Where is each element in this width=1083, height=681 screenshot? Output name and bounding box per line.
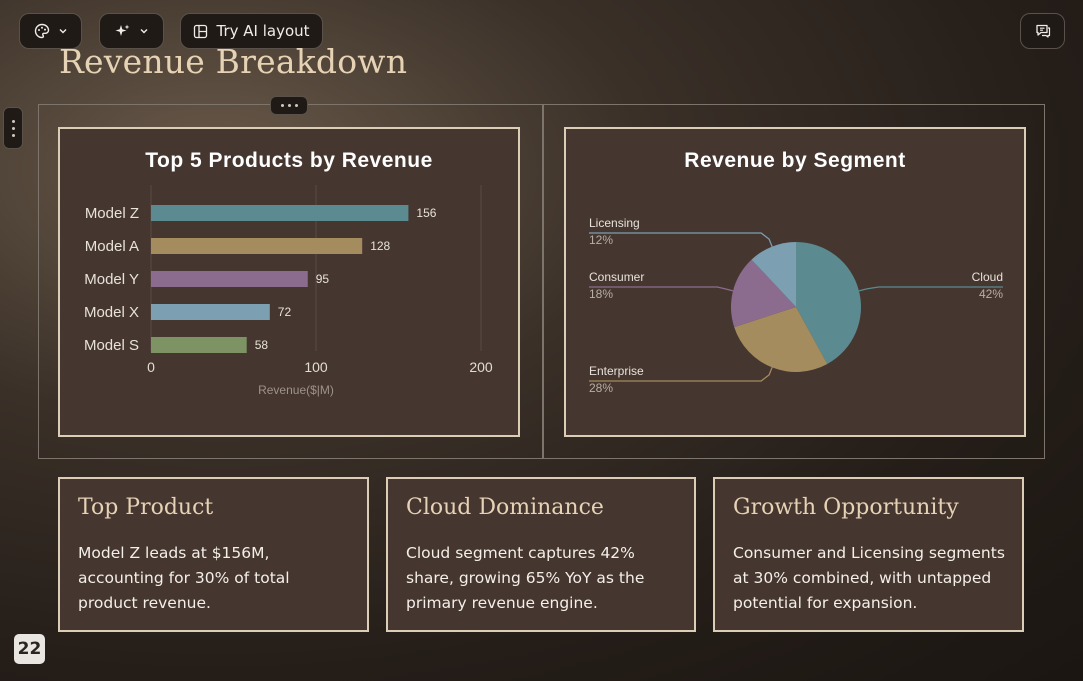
pie-chart-title: Revenue by Segment (684, 149, 906, 172)
slice-label: Enterprise (589, 364, 644, 378)
slide-title: Revenue Breakdown (59, 42, 408, 81)
slide-drag-handle[interactable] (3, 107, 23, 149)
value-label: 58 (255, 338, 269, 352)
page-number: 22 (14, 634, 45, 664)
value-label: 128 (370, 239, 390, 253)
x-tick-label: 200 (469, 359, 493, 375)
insight-title: Cloud Dominance (406, 495, 604, 520)
sparkles-icon (115, 24, 130, 36)
ai-menu-button[interactable] (99, 13, 164, 49)
insight-title: Growth Opportunity (733, 495, 959, 520)
slice-label: Licensing (589, 216, 640, 230)
bar-chart-card: Top 5 Products by Revenue 0 100 200 Revenue… (58, 127, 520, 437)
x-axis-label: Revenue($|M) (258, 383, 334, 397)
comment-icon (1035, 24, 1050, 38)
x-tick-label: 100 (304, 359, 328, 375)
insight-text: Consumer and Licensing segments at 30% c… (733, 544, 1005, 612)
category-label: Model S (84, 337, 139, 354)
pie-chart-card: Revenue by Segment Cloud 42% Enterprise 28%… (564, 127, 1026, 437)
slice-percent-label: 42% (979, 287, 1003, 301)
insight-card-top-product: Top Product Model Z leads at $156M, acco… (58, 477, 369, 632)
bar (151, 304, 270, 320)
column-divider (542, 105, 544, 458)
layout-icon (194, 24, 208, 38)
pie-slice (751, 242, 796, 307)
row-drag-handle[interactable] (270, 96, 308, 115)
slice-percent-label: 18% (589, 287, 613, 301)
insight-text: Cloud segment captures 42% share, growin… (406, 544, 645, 612)
insight-title: Top Product (78, 495, 214, 520)
bar (151, 337, 247, 353)
leader-line (589, 286, 734, 292)
palette-icon (34, 23, 49, 39)
insight-card-cloud-dominance: Cloud Dominance Cloud segment captures 4… (386, 477, 696, 632)
leader-line (589, 367, 773, 382)
chevron-down-icon (59, 29, 66, 34)
bar (151, 238, 363, 254)
category-label: Model Y (84, 271, 139, 288)
slice-label: Consumer (589, 270, 644, 284)
slice-percent-label: 28% (589, 381, 613, 395)
bar-chart: 0 100 200 Revenue($|M) Model Z 156 Model A 128 M… (84, 185, 493, 397)
theme-menu-button[interactable] (19, 13, 82, 49)
bar (151, 205, 409, 221)
category-label: Model X (84, 304, 139, 321)
value-label: 156 (416, 206, 436, 220)
pie-chart: Cloud 42% Enterprise 28% Consumer 18% Licensin… (589, 216, 1003, 395)
value-label: 72 (278, 305, 292, 319)
x-tick-label: 0 (147, 359, 155, 375)
slice-percent-label: 12% (589, 233, 613, 247)
pie-slice (731, 259, 796, 328)
insight-text: Model Z leads at $156M, accounting for 3… (78, 544, 290, 612)
try-ai-layout-button[interactable]: Try AI layout (180, 13, 323, 49)
try-ai-layout-label: Try AI layout (216, 22, 310, 40)
comments-button[interactable] (1020, 13, 1065, 49)
leader-line (589, 232, 773, 247)
leader-line (858, 286, 1003, 292)
slice-label: Cloud (972, 270, 1003, 284)
value-label: 95 (316, 272, 330, 286)
bar-chart-title: Top 5 Products by Revenue (145, 149, 433, 172)
pie-slice (734, 307, 828, 372)
chevron-down-icon (140, 29, 148, 34)
chart-row-container (38, 104, 1045, 459)
category-label: Model A (85, 238, 139, 255)
bar (151, 271, 308, 287)
pie-slice (796, 242, 861, 364)
insight-card-growth-opportunity: Growth Opportunity Consumer and Licensin… (713, 477, 1024, 632)
category-label: Model Z (85, 205, 139, 222)
